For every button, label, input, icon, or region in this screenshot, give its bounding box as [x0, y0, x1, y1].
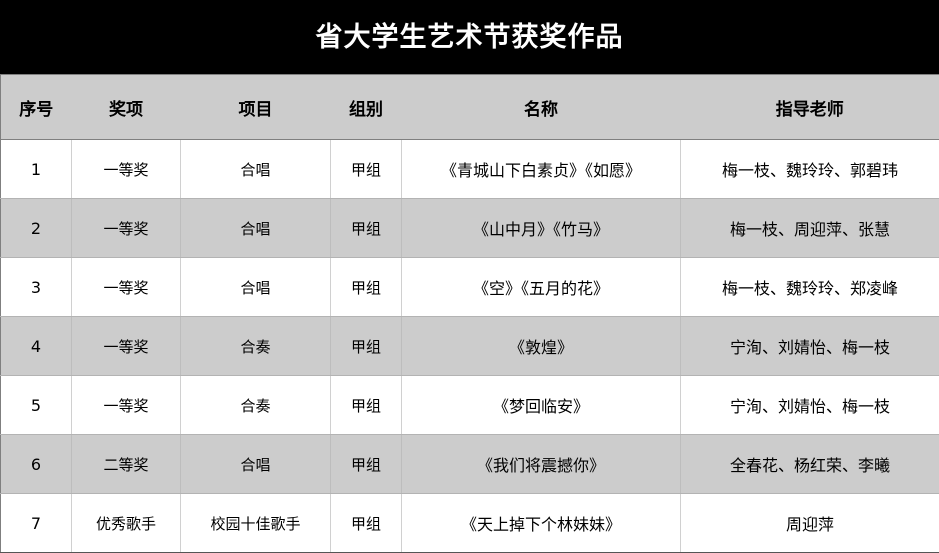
cell-index: 7: [1, 494, 72, 553]
page-title: 省大学生艺术节获奖作品: [316, 24, 624, 51]
cell-project: 校园十佳歌手: [181, 494, 331, 553]
cell-group: 甲组: [331, 317, 402, 376]
cell-teacher: 宁洵、刘婧怡、梅一枝: [681, 376, 939, 435]
cell-teacher: 宁洵、刘婧怡、梅一枝: [681, 317, 939, 376]
cell-award: 一等奖: [72, 199, 181, 258]
cell-group: 甲组: [331, 435, 402, 494]
cell-award: 一等奖: [72, 258, 181, 317]
table-header: 序号 奖项 项目 组别 名称 指导老师: [1, 75, 939, 140]
column-header-index: 序号: [1, 75, 72, 140]
cell-award: 一等奖: [72, 376, 181, 435]
cell-name: 《敦煌》: [402, 317, 681, 376]
cell-index: 3: [1, 258, 72, 317]
header-row: 序号 奖项 项目 组别 名称 指导老师: [1, 75, 939, 140]
cell-award: 一等奖: [72, 317, 181, 376]
column-header-teacher: 指导老师: [681, 75, 939, 140]
cell-group: 甲组: [331, 140, 402, 199]
cell-teacher: 周迎萍: [681, 494, 939, 553]
cell-index: 1: [1, 140, 72, 199]
cell-index: 5: [1, 376, 72, 435]
column-header-award: 奖项: [72, 75, 181, 140]
cell-name: 《梦回临安》: [402, 376, 681, 435]
cell-award: 优秀歌手: [72, 494, 181, 553]
cell-group: 甲组: [331, 258, 402, 317]
cell-name: 《青城山下白素贞》《如愿》: [402, 140, 681, 199]
cell-project: 合唱: [181, 140, 331, 199]
cell-group: 甲组: [331, 494, 402, 553]
cell-project: 合唱: [181, 435, 331, 494]
cell-project: 合奏: [181, 317, 331, 376]
cell-project: 合奏: [181, 376, 331, 435]
column-header-name: 名称: [402, 75, 681, 140]
cell-teacher: 梅一枝、魏玲玲、郑凌峰: [681, 258, 939, 317]
cell-project: 合唱: [181, 199, 331, 258]
title-banner: 省大学生艺术节获奖作品: [0, 0, 939, 74]
cell-teacher: 全春花、杨红荣、李曦: [681, 435, 939, 494]
cell-award: 二等奖: [72, 435, 181, 494]
column-header-group: 组别: [331, 75, 402, 140]
column-header-project: 项目: [181, 75, 331, 140]
cell-group: 甲组: [331, 376, 402, 435]
cell-index: 4: [1, 317, 72, 376]
cell-name: 《天上掉下个林妹妹》: [402, 494, 681, 553]
cell-index: 2: [1, 199, 72, 258]
cell-teacher: 梅一枝、魏玲玲、郭碧玮: [681, 140, 939, 199]
cell-name: 《空》《五月的花》: [402, 258, 681, 317]
cell-award: 一等奖: [72, 140, 181, 199]
cell-project: 合唱: [181, 258, 331, 317]
cell-name: 《山中月》《竹马》: [402, 199, 681, 258]
cell-name: 《我们将震撼你》: [402, 435, 681, 494]
cell-group: 甲组: [331, 199, 402, 258]
cell-index: 6: [1, 435, 72, 494]
cell-teacher: 梅一枝、周迎萍、张慧: [681, 199, 939, 258]
